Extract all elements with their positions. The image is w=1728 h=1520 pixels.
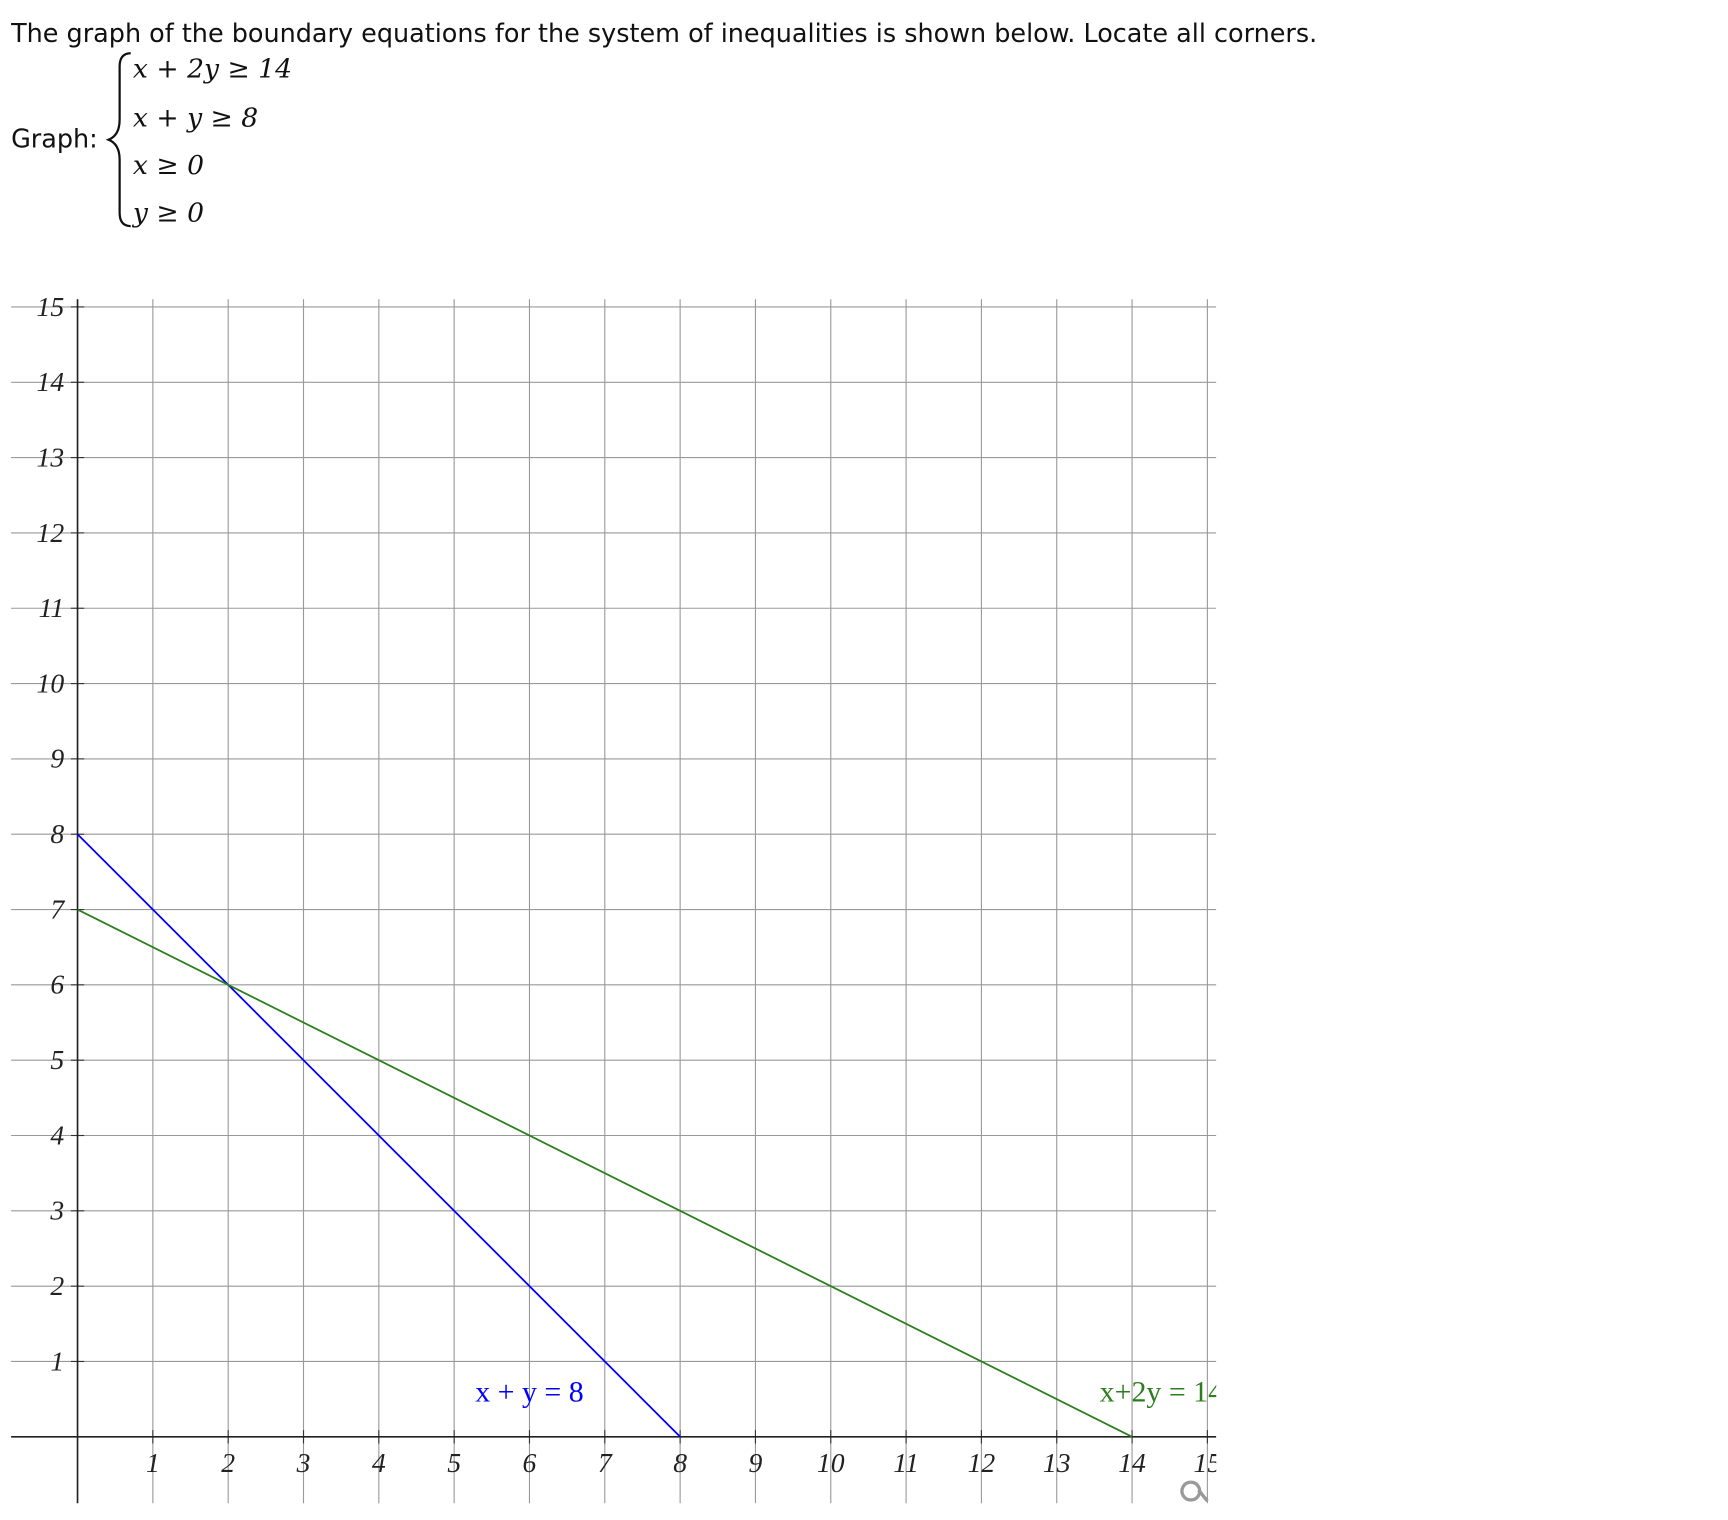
inequality: x + y ≥ 8 xyxy=(133,102,258,133)
x-tick-label: 12 xyxy=(968,1447,996,1478)
x-tick-label: 9 xyxy=(749,1447,763,1478)
boundary-line xyxy=(77,908,1133,1438)
question: The graph of the boundary equations for … xyxy=(10,19,1317,49)
x-tick-label: 6 xyxy=(523,1447,537,1478)
y-tick-label: 12 xyxy=(37,517,65,548)
y-tick-label: 11 xyxy=(39,592,65,623)
y-tick-label: 14 xyxy=(37,366,65,397)
x-tick-label: 10 xyxy=(817,1447,845,1478)
y-tick-label: 7 xyxy=(50,893,65,924)
y-tick-label: 4 xyxy=(50,1119,64,1150)
y-tick-label: 5 xyxy=(50,1044,64,1075)
zoom-icon[interactable] xyxy=(1180,1480,1209,1503)
x-tick-label: 13 xyxy=(1043,1447,1071,1478)
y-tick-label: 3 xyxy=(49,1195,64,1226)
x-tick-label: 2 xyxy=(221,1447,235,1478)
graph-label: Graph: xyxy=(11,124,98,154)
line-label: x+2y = 14 xyxy=(1100,1375,1223,1408)
plot: 1 2 3 4 5 6 7 8 9 10 11 12 13 14 151234567891011121314… xyxy=(11,291,1223,1504)
inequality: x ≥ 0 xyxy=(133,150,204,181)
y-tick-label: 6 xyxy=(50,969,64,1000)
y-tick-label: 9 xyxy=(50,743,64,774)
y-tick-label: 8 xyxy=(50,818,64,849)
x-tick-label: 14 xyxy=(1118,1447,1146,1478)
y-tick-label: 13 xyxy=(37,441,65,472)
x-tick-label: 4 xyxy=(372,1447,386,1478)
x-tick-label: 3 xyxy=(296,1447,311,1478)
inequality: x + 2y ≥ 14 xyxy=(133,54,292,85)
brace xyxy=(105,52,131,228)
y-tick-label: 2 xyxy=(50,1270,64,1301)
x-tick-label: 5 xyxy=(447,1447,461,1478)
x-tick-label: 15 xyxy=(1194,1447,1222,1478)
x-tick-label: 8 xyxy=(673,1447,687,1478)
inequality: y ≥ 0 xyxy=(132,198,204,229)
x-tick-label: 7 xyxy=(598,1447,613,1478)
x-tick-label: 1 xyxy=(146,1447,160,1478)
x-tick-label: 11 xyxy=(893,1447,919,1478)
line-label: x + y = 8 xyxy=(475,1375,583,1408)
y-tick-label: 10 xyxy=(37,667,65,698)
boundary-line xyxy=(76,833,681,1438)
y-tick-label: 1 xyxy=(50,1345,64,1376)
y-tick-label: 15 xyxy=(37,291,65,322)
